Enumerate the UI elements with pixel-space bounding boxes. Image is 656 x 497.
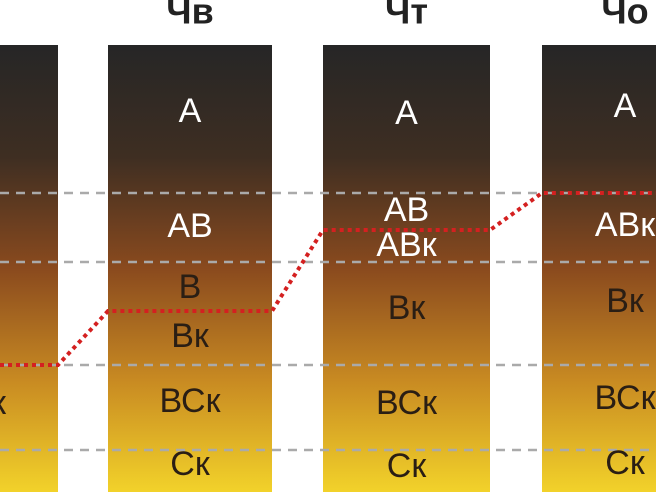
horizon-label: ВСк [376,384,438,422]
horizon-label: АВ [384,191,429,229]
column-header: Чо [601,0,648,32]
horizon-label: Вк [606,282,645,320]
horizon-label: ВСк [595,379,656,417]
horizon-label: А [179,92,202,130]
soil-column [323,45,490,492]
horizon-label: АВ [167,207,212,245]
horizon-label: Ск [170,445,211,483]
carbonate-boundary [0,191,656,367]
horizon-label: В [179,268,202,306]
horizon-label: ВСк [160,382,222,420]
horizon-label: Ск [387,447,428,485]
horizon-label: А [614,87,637,125]
horizon-label: АВк [376,226,437,264]
soil-column [108,45,272,492]
horizon-label: Вк [388,289,427,327]
horizon-label: Вк [171,317,210,355]
soil-column [0,45,58,492]
column-header: Чт [385,0,428,32]
horizon-label: ВСк [0,384,7,422]
horizon-label: АВк [595,206,656,244]
horizon-label: Ск [605,444,646,482]
column-header: Чв [166,0,213,32]
horizon-label: А [395,94,418,132]
soil-column [542,45,656,492]
